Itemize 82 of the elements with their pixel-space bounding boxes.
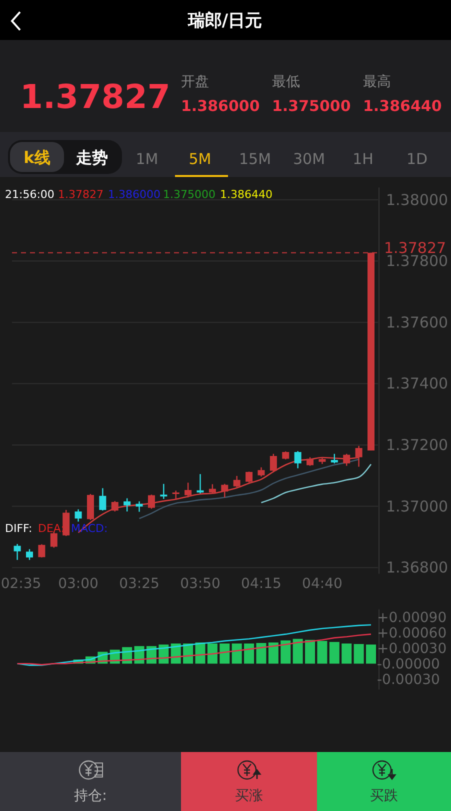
text: 买跌 <box>370 788 398 804</box>
bar <box>342 644 352 664</box>
line-series <box>16 624 372 666</box>
line-series <box>16 634 372 666</box>
candlestick <box>184 482 192 498</box>
text: 1.375000 <box>272 97 351 115</box>
text: k线 <box>24 148 50 167</box>
bar <box>305 640 316 664</box>
text: 1M <box>136 150 158 168</box>
candlestick <box>294 450 302 469</box>
text: 走势 <box>75 148 108 167</box>
annotation: 1.386440 <box>220 188 272 201</box>
y-tick-label: 1.37400 <box>386 374 448 393</box>
bar <box>317 640 328 664</box>
candlestick <box>62 509 70 537</box>
text: 1D <box>406 150 428 168</box>
bar <box>220 644 230 664</box>
y-tick-label: +0.00060 <box>377 626 447 642</box>
text: 1H <box>352 150 374 168</box>
annotation: DIFF: <box>5 522 32 535</box>
candlestick <box>74 508 82 522</box>
bar <box>366 644 376 664</box>
bar <box>354 644 364 664</box>
candlestick <box>258 466 265 478</box>
candlestick <box>26 548 33 561</box>
text: 1.386000 <box>181 97 260 115</box>
y-tick-label: +0.00090 <box>377 610 447 626</box>
bar <box>232 644 242 664</box>
text: 1.386440 <box>363 97 442 115</box>
y-tick-label: -0.00030 <box>377 672 440 688</box>
y-tick-label: -0.00000 <box>377 656 440 673</box>
bar <box>268 642 278 664</box>
text: 买涨 <box>235 788 263 804</box>
y-tick-label: 1.37800 <box>386 252 448 270</box>
annotation: 1.386000 <box>108 188 160 201</box>
y-tick-label: 1.37600 <box>386 313 448 332</box>
y-tick-label: 1.36800 <box>386 558 448 577</box>
text: 5M <box>188 150 212 168</box>
candlestick <box>50 531 58 548</box>
text: 15M <box>238 150 272 168</box>
text: 1.37827 <box>20 77 170 116</box>
y-tick-label: 1.38000 <box>386 190 448 209</box>
y-tick-label: +0.00030 <box>377 641 447 658</box>
bar <box>292 638 303 664</box>
x-tick-label: 03:25 <box>119 576 160 592</box>
candlestick <box>14 543 21 561</box>
x-tick-label: 03:00 <box>58 576 98 592</box>
x-tick-label: 04:15 <box>241 576 282 592</box>
bar <box>256 642 266 664</box>
text: 最高 <box>363 74 391 90</box>
candlestick <box>124 498 131 512</box>
candlestick <box>246 471 253 483</box>
annotation: 1.37827 <box>58 188 104 201</box>
bar <box>280 640 291 664</box>
line-series <box>260 464 372 504</box>
candlestick <box>208 484 216 495</box>
candlestick <box>196 473 204 494</box>
x-tick-label: 04:40 <box>302 576 342 592</box>
candlestick <box>330 453 338 464</box>
bar <box>329 642 340 664</box>
y-tick-label: 1.37200 <box>386 436 448 454</box>
y-tick-label: 1.37000 <box>386 497 448 516</box>
candlestick <box>233 475 240 488</box>
candlestick <box>111 500 118 512</box>
text: 持仓: <box>74 788 107 804</box>
bar <box>244 644 254 664</box>
text: 最低 <box>272 74 300 90</box>
candlestick <box>160 483 168 500</box>
text: 瑞郎/日元 <box>186 11 262 31</box>
annotation: 21:56:00 <box>5 188 54 201</box>
candlestick <box>38 544 46 558</box>
candlestick <box>99 488 106 512</box>
candlestick <box>136 500 143 512</box>
x-tick-label: 02:35 <box>0 576 42 592</box>
text: 开盘 <box>181 74 209 90</box>
candlestick <box>148 494 155 510</box>
bar <box>207 644 218 664</box>
candlestick <box>172 490 180 500</box>
x-tick-label: 03:50 <box>180 576 220 592</box>
candlestick <box>221 483 228 498</box>
annotation: 1.375000 <box>163 188 216 201</box>
text: 30M <box>292 150 326 168</box>
